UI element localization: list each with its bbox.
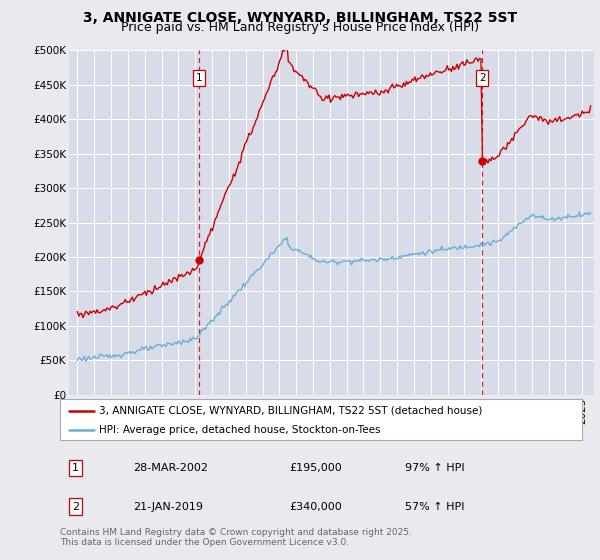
Text: 21-JAN-2019: 21-JAN-2019 (133, 502, 203, 512)
Text: 57% ↑ HPI: 57% ↑ HPI (404, 502, 464, 512)
Text: 2: 2 (479, 73, 485, 83)
Text: Contains HM Land Registry data © Crown copyright and database right 2025.
This d: Contains HM Land Registry data © Crown c… (60, 528, 412, 547)
Text: 28-MAR-2002: 28-MAR-2002 (133, 463, 208, 473)
Text: Price paid vs. HM Land Registry's House Price Index (HPI): Price paid vs. HM Land Registry's House … (121, 21, 479, 34)
Text: 2: 2 (72, 502, 79, 512)
Text: 97% ↑ HPI: 97% ↑ HPI (404, 463, 464, 473)
Text: £195,000: £195,000 (290, 463, 343, 473)
Text: £340,000: £340,000 (290, 502, 343, 512)
Text: 3, ANNIGATE CLOSE, WYNYARD, BILLINGHAM, TS22 5ST (detached house): 3, ANNIGATE CLOSE, WYNYARD, BILLINGHAM, … (99, 405, 482, 416)
Text: 1: 1 (72, 463, 79, 473)
Text: 3, ANNIGATE CLOSE, WYNYARD, BILLINGHAM, TS22 5ST: 3, ANNIGATE CLOSE, WYNYARD, BILLINGHAM, … (83, 11, 517, 25)
Text: HPI: Average price, detached house, Stockton-on-Tees: HPI: Average price, detached house, Stoc… (99, 424, 380, 435)
Text: 1: 1 (196, 73, 202, 83)
